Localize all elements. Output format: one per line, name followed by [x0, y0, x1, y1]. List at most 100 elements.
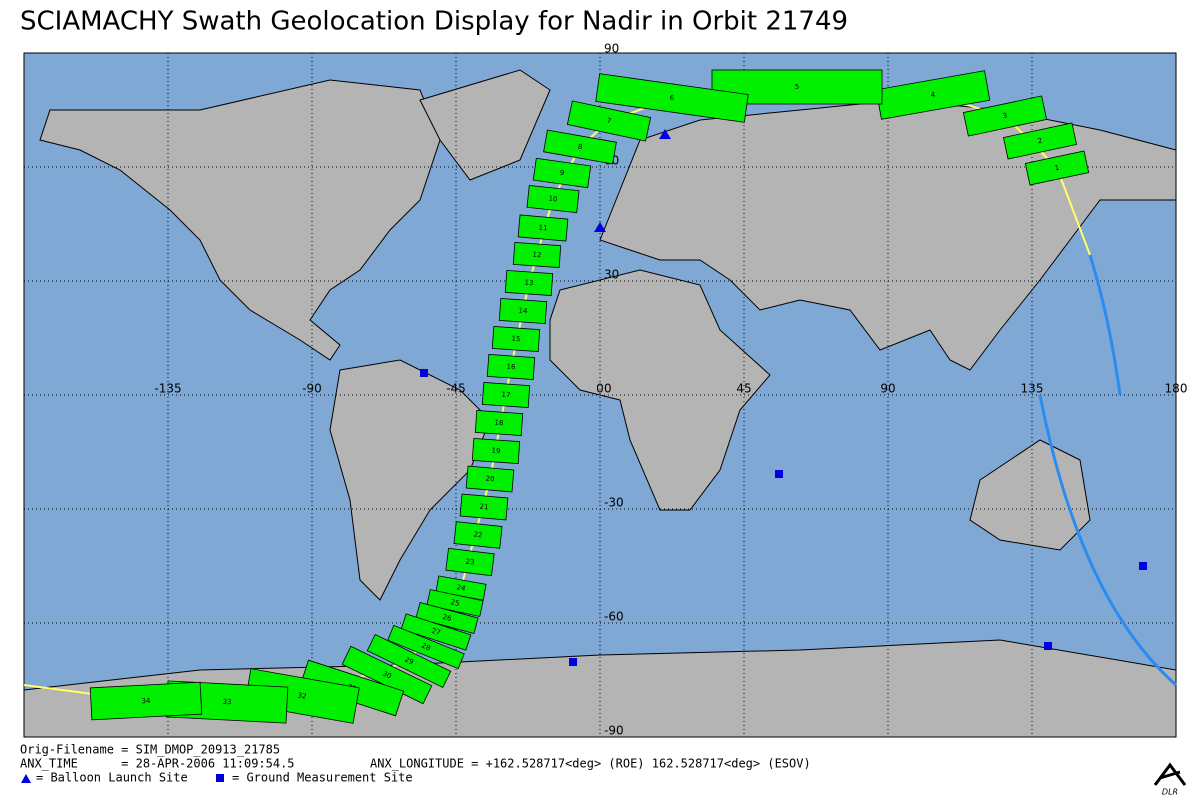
swath-label: 28: [420, 642, 431, 653]
swath-label: 34: [141, 697, 151, 705]
swath: 21: [459, 493, 509, 521]
swath-label: 27: [431, 627, 442, 637]
balloon-site: [594, 222, 606, 232]
swath-box: [595, 73, 749, 123]
swath-label: 22: [473, 531, 483, 540]
swath-box: [465, 465, 515, 493]
swath-box: [526, 185, 580, 213]
swath-label: 3: [1002, 112, 1008, 121]
swath-box: [474, 409, 524, 437]
swath: 1: [1024, 150, 1090, 186]
swath: 20: [465, 465, 515, 493]
swath-box: [366, 633, 452, 689]
lat-label: 90: [604, 42, 619, 56]
swath-box: [426, 589, 484, 617]
swath-label: 6: [669, 94, 675, 103]
swath-label: 25: [450, 598, 460, 608]
swath-box: [400, 613, 472, 651]
swath-label: 30: [381, 669, 393, 680]
footer-line: ANX_LONGITUDE = +162.528717<deg> (ROE) 1…: [370, 757, 811, 771]
swath-label: 12: [532, 251, 541, 260]
lon-label: -45: [446, 382, 466, 396]
swath-label: 19: [491, 447, 500, 456]
lon-label: 90: [880, 382, 895, 396]
swath: 19: [471, 437, 521, 465]
swath: 10: [526, 185, 580, 213]
swath-label: 9: [559, 169, 565, 178]
swath: 8: [543, 129, 617, 165]
swath-label: 13: [524, 279, 533, 288]
logo-text: DLR: [1162, 788, 1178, 797]
swath-box: [491, 325, 541, 353]
swath-box: [543, 129, 617, 165]
swath-label: 15: [511, 335, 520, 344]
swath-box: [498, 297, 548, 325]
swath-box: [89, 681, 203, 721]
ground-site: [1139, 562, 1147, 570]
swath-label: 14: [518, 307, 528, 316]
swath: 34: [89, 681, 203, 721]
logo-mark: [1153, 762, 1187, 786]
swath-label: 7: [606, 117, 612, 126]
swath: 7: [566, 100, 652, 142]
title: SCIAMACHY Swath Geolocation Display for …: [20, 7, 848, 37]
swath-box: [445, 547, 495, 577]
north-america: [39, 79, 441, 361]
legend-triangle: [21, 774, 31, 783]
swath-box: [486, 353, 536, 381]
swath-label: 32: [297, 691, 307, 700]
swath-label: 24: [456, 583, 467, 593]
swath-box: [532, 157, 592, 189]
swath-label: 17: [501, 391, 510, 400]
footer-line: ANX_TIME = 28-APR-2006 11:09:54.5: [20, 757, 295, 771]
ground-track-night: [1088, 254, 1122, 396]
swath: 2: [1003, 122, 1077, 160]
swath-label: 29: [403, 655, 415, 666]
africa: [549, 269, 771, 511]
swath: 3: [962, 95, 1048, 137]
swath-box: [512, 241, 562, 269]
greenland: [419, 69, 551, 181]
legend-text: = Ground Measurement Site: [232, 771, 413, 785]
australia: [969, 439, 1091, 551]
swath: 28: [387, 624, 465, 670]
swath-label: 18: [494, 419, 503, 428]
ground-site: [569, 658, 577, 666]
swath-box: [481, 381, 531, 409]
swath-label: 33: [222, 698, 231, 706]
swath: 15: [491, 325, 541, 353]
swath-label: 11: [538, 224, 548, 233]
swath: 22: [453, 521, 503, 549]
swath-label: 16: [506, 363, 516, 372]
swath-box: [962, 95, 1048, 137]
swath-label: 21: [479, 503, 489, 512]
lat-label: -30: [604, 496, 624, 510]
footer-line: Orig-Filename = SIM_DMOP_20913_21785: [20, 743, 280, 757]
lon-label: -135: [154, 382, 181, 396]
lat-label: 30: [604, 268, 619, 282]
swath: 14: [498, 297, 548, 325]
swath: 26: [415, 602, 479, 634]
swath-label: 23: [465, 557, 475, 566]
swath: 18: [474, 409, 524, 437]
ground-site: [1044, 642, 1052, 650]
lat-label: 0: [604, 382, 612, 396]
swath: 23: [445, 547, 495, 577]
swath-box: [459, 493, 509, 521]
swath-box: [504, 269, 554, 297]
lon-label: 45: [736, 382, 751, 396]
swath: 4: [875, 70, 991, 120]
swaths: 1234567891011121314151617181920212223242…: [89, 69, 1090, 724]
swath-label: 1: [1054, 164, 1060, 173]
swath-label: 26: [442, 613, 453, 623]
swath-box: [1003, 122, 1077, 160]
swath-box: [387, 624, 465, 670]
swath: 12: [512, 241, 562, 269]
swath-box: [453, 521, 503, 549]
swath: 25: [426, 589, 484, 617]
ground-site: [420, 369, 428, 377]
swath: 27: [400, 613, 472, 651]
